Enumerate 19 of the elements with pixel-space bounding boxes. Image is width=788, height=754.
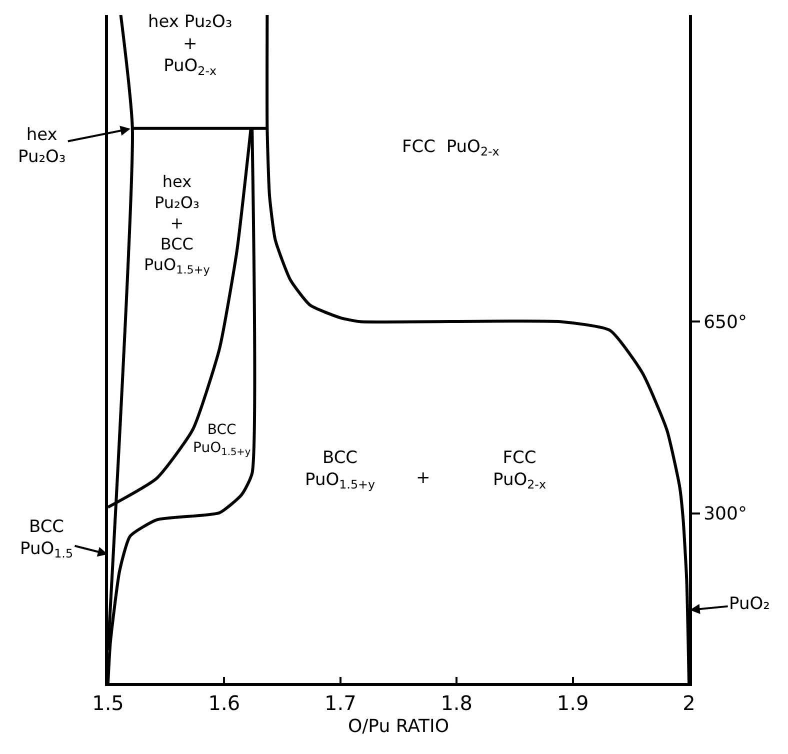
annotation: PuO₂ [729, 594, 770, 614]
annotation: FCC PuO$_{2-x}$ [493, 448, 546, 492]
annotation: FCC PuO$_{2-x}$ [402, 137, 500, 159]
annotation: BCC PuO$_{1.5+y}$ [305, 448, 376, 492]
x-tick-label: 1.8 [440, 691, 473, 715]
annotation: + [416, 468, 430, 488]
x-axis-title: O/Pu RATIO [348, 716, 450, 738]
x-tick-label: 1.7 [324, 691, 356, 715]
y-tick-label: 650° [704, 312, 747, 333]
annotation: hex Pu₂O₃ [18, 125, 66, 168]
x-tick-label: 1.5 [92, 691, 124, 715]
y-tick-label: 300° [704, 504, 747, 525]
x-tick-label: 2 [682, 691, 696, 715]
x-tick-label: 1.9 [556, 691, 589, 715]
annotation: hex Pu₂O₃ + PuO$_{2-x}$ [148, 12, 232, 78]
annotation: BCC PuO$_{1.5+y}$ [193, 422, 251, 458]
x-tick-label: 1.6 [208, 691, 240, 715]
text: BCC PuO$_{1.5}$ [20, 517, 74, 561]
annotation: hex Pu₂O₃ + BCC PuO$_{1.5+y}$ [144, 172, 210, 277]
